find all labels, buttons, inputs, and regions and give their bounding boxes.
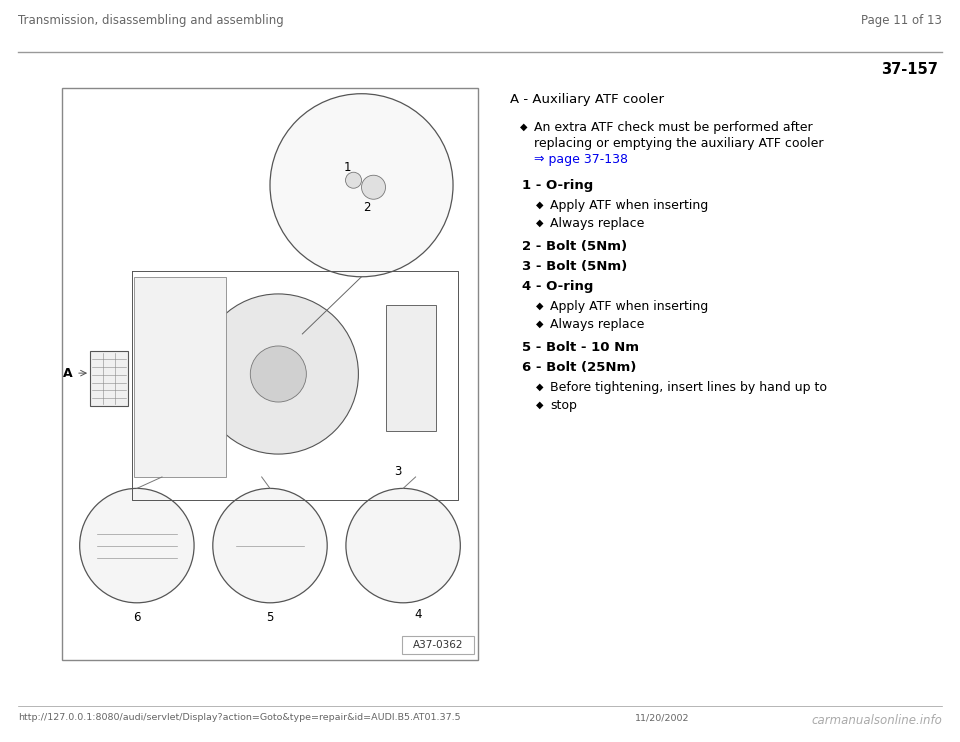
Text: ◆: ◆: [536, 382, 543, 392]
Text: Page 11 of 13: Page 11 of 13: [861, 14, 942, 27]
Text: A37-0362: A37-0362: [413, 640, 464, 650]
Bar: [90, 351, 128, 406]
Text: ⇒ page 37-138: ⇒ page 37-138: [534, 153, 628, 166]
Text: 2: 2: [363, 201, 371, 214]
Text: ◆: ◆: [536, 301, 543, 311]
Bar: [62, 88, 478, 660]
Circle shape: [270, 93, 453, 277]
Text: 1: 1: [344, 161, 351, 174]
Circle shape: [346, 488, 461, 603]
Text: Before tightening, insert lines by hand up to: Before tightening, insert lines by hand …: [550, 381, 827, 394]
Text: ◆: ◆: [536, 200, 543, 210]
Text: ◆: ◆: [520, 122, 527, 132]
Text: 5: 5: [266, 611, 274, 624]
Text: 3: 3: [395, 465, 402, 479]
Text: 5 - Bolt - 10 Nm: 5 - Bolt - 10 Nm: [522, 341, 639, 354]
Text: ◆: ◆: [536, 218, 543, 228]
Text: 4 - O-ring: 4 - O-ring: [522, 280, 593, 293]
Circle shape: [198, 294, 358, 454]
Circle shape: [80, 488, 194, 603]
Circle shape: [213, 488, 327, 603]
Text: A: A: [63, 367, 73, 380]
Text: Always replace: Always replace: [550, 318, 644, 331]
Text: 6: 6: [133, 611, 140, 624]
Text: ◆: ◆: [536, 319, 543, 329]
Text: 1 - O-ring: 1 - O-ring: [522, 179, 593, 192]
Bar: [402, 636, 474, 654]
Bar: [134, 277, 226, 477]
Text: 2 - Bolt (5Nm): 2 - Bolt (5Nm): [522, 240, 627, 253]
Text: replacing or emptying the auxiliary ATF cooler: replacing or emptying the auxiliary ATF …: [534, 137, 824, 150]
Text: A - Auxiliary ATF cooler: A - Auxiliary ATF cooler: [510, 93, 664, 106]
Circle shape: [362, 175, 386, 200]
Text: 4: 4: [415, 608, 421, 621]
Text: Apply ATF when inserting: Apply ATF when inserting: [550, 300, 708, 313]
Text: An extra ATF check must be performed after: An extra ATF check must be performed aft…: [534, 121, 812, 134]
Text: 11/20/2002: 11/20/2002: [635, 714, 689, 723]
Text: http://127.0.0.1:8080/audi/servlet/Display?action=Goto&type=repair&id=AUDI.B5.AT: http://127.0.0.1:8080/audi/servlet/Displ…: [18, 714, 461, 723]
Text: 6 - Bolt (25Nm): 6 - Bolt (25Nm): [522, 361, 636, 374]
Text: Transmission, disassembling and assembling: Transmission, disassembling and assembli…: [18, 14, 284, 27]
Text: ◆: ◆: [536, 400, 543, 410]
Text: Apply ATF when inserting: Apply ATF when inserting: [550, 199, 708, 212]
Circle shape: [346, 172, 362, 188]
Bar: [387, 306, 437, 431]
Text: Always replace: Always replace: [550, 217, 644, 230]
Text: stop: stop: [550, 399, 577, 412]
Circle shape: [251, 346, 306, 402]
Text: 37-157: 37-157: [881, 62, 938, 77]
Text: 3 - Bolt (5Nm): 3 - Bolt (5Nm): [522, 260, 627, 273]
Text: carmanualsonline.info: carmanualsonline.info: [811, 714, 942, 726]
